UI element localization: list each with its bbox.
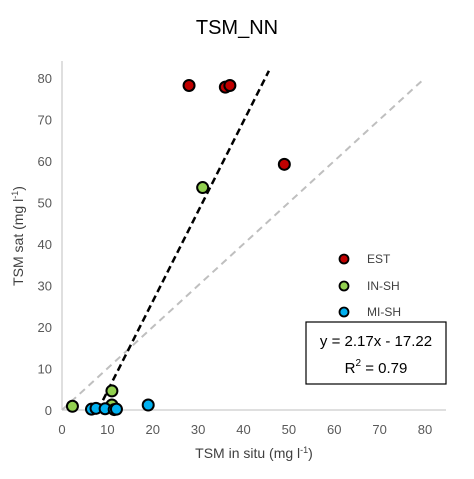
legend-label-mi-sh: MI-SH <box>367 305 401 319</box>
data-point-in-sh <box>105 384 119 398</box>
y-tick-label: 80 <box>38 71 52 86</box>
x-tick-label: 40 <box>236 422 250 437</box>
y-tick-label: 60 <box>38 154 52 169</box>
y-axis-title: TSM sat (mg l-1) <box>10 186 26 286</box>
x-tick-label: 60 <box>327 422 341 437</box>
trend-lines <box>61 70 426 411</box>
legend-marker-in-sh <box>338 280 350 292</box>
x-tick-label: 70 <box>372 422 386 437</box>
equation-text: y = 2.17x - 17.22 <box>320 333 432 350</box>
data-point-in-sh <box>65 399 79 413</box>
y-tick-label: 70 <box>38 113 52 128</box>
legend-label-est: EST <box>367 252 391 266</box>
chart-title: TSM_NN <box>196 17 278 39</box>
x-tick-label: 50 <box>282 422 296 437</box>
identity-line <box>61 77 426 411</box>
data-point-est <box>277 157 291 171</box>
data-point-est <box>223 78 237 92</box>
legend-label-in-sh: IN-SH <box>367 279 400 293</box>
r-squared-text: R2 = 0.79 <box>345 358 408 377</box>
data-point-mi-sh <box>109 402 123 416</box>
y-tick-label: 50 <box>38 196 52 211</box>
x-tick-label: 10 <box>100 422 114 437</box>
x-tick-labels: 0 10 20 30 40 50 60 70 80 <box>58 422 432 437</box>
x-tick-label: 30 <box>191 422 205 437</box>
data-points <box>65 78 291 417</box>
data-point-est <box>182 78 196 92</box>
regression-equation-box: y = 2.17x - 17.22 R2 = 0.79 <box>305 321 447 385</box>
y-tick-label: 0 <box>45 403 52 418</box>
x-tick-label: 20 <box>146 422 160 437</box>
legend: EST IN-SH MI-SH <box>338 252 401 319</box>
x-tick-label: 80 <box>418 422 432 437</box>
axes <box>61 61 446 411</box>
equation-box-border <box>305 321 447 385</box>
data-point-mi-sh <box>141 398 155 412</box>
regression-line <box>96 70 271 411</box>
y-tick-label: 40 <box>38 237 52 252</box>
x-axis-title: TSM in situ (mg l-1) <box>195 445 313 461</box>
legend-marker-mi-sh <box>338 306 350 318</box>
y-tick-label: 10 <box>38 362 52 377</box>
legend-marker-est <box>338 253 350 265</box>
y-tick-labels: 0 10 20 30 40 50 60 70 80 <box>38 71 52 418</box>
y-tick-label: 20 <box>38 320 52 335</box>
x-tick-label: 0 <box>58 422 65 437</box>
data-point-in-sh <box>196 181 210 195</box>
y-tick-label: 30 <box>38 279 52 294</box>
